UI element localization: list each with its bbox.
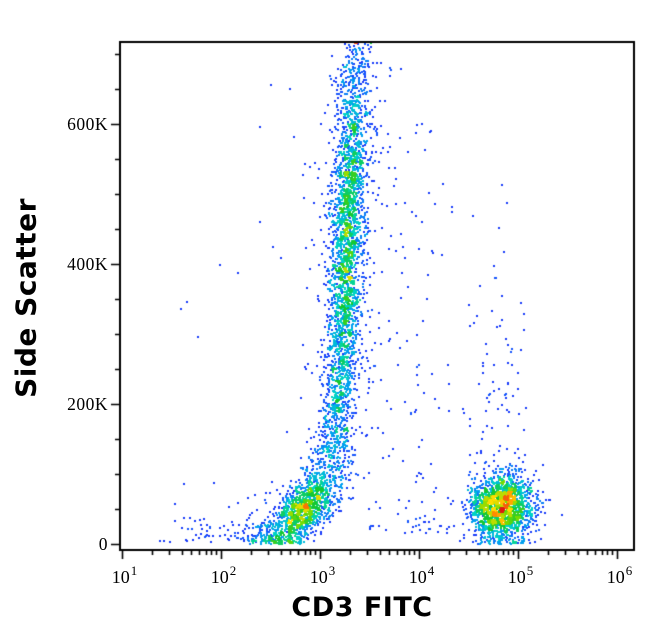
x-axis-title: CD3 FITC [291,592,433,623]
y-axis-title: Side Scatter [9,198,43,398]
x-tick-label-10e1: 101 [111,563,138,587]
x-tick-label-10e2: 102 [210,563,237,587]
y-tick-label-400K: 400K [67,254,108,274]
y-tick-label-200K: 200K [67,394,108,414]
y-tick-label-600K: 600K [67,114,108,134]
x-tick-label-10e3: 103 [309,563,336,587]
x-tick-label-10e6: 106 [606,563,633,587]
x-tick-label-10e5: 105 [507,563,534,587]
y-tick-label-0: 0 [98,534,108,554]
x-tick-label-10e4: 104 [408,563,435,587]
